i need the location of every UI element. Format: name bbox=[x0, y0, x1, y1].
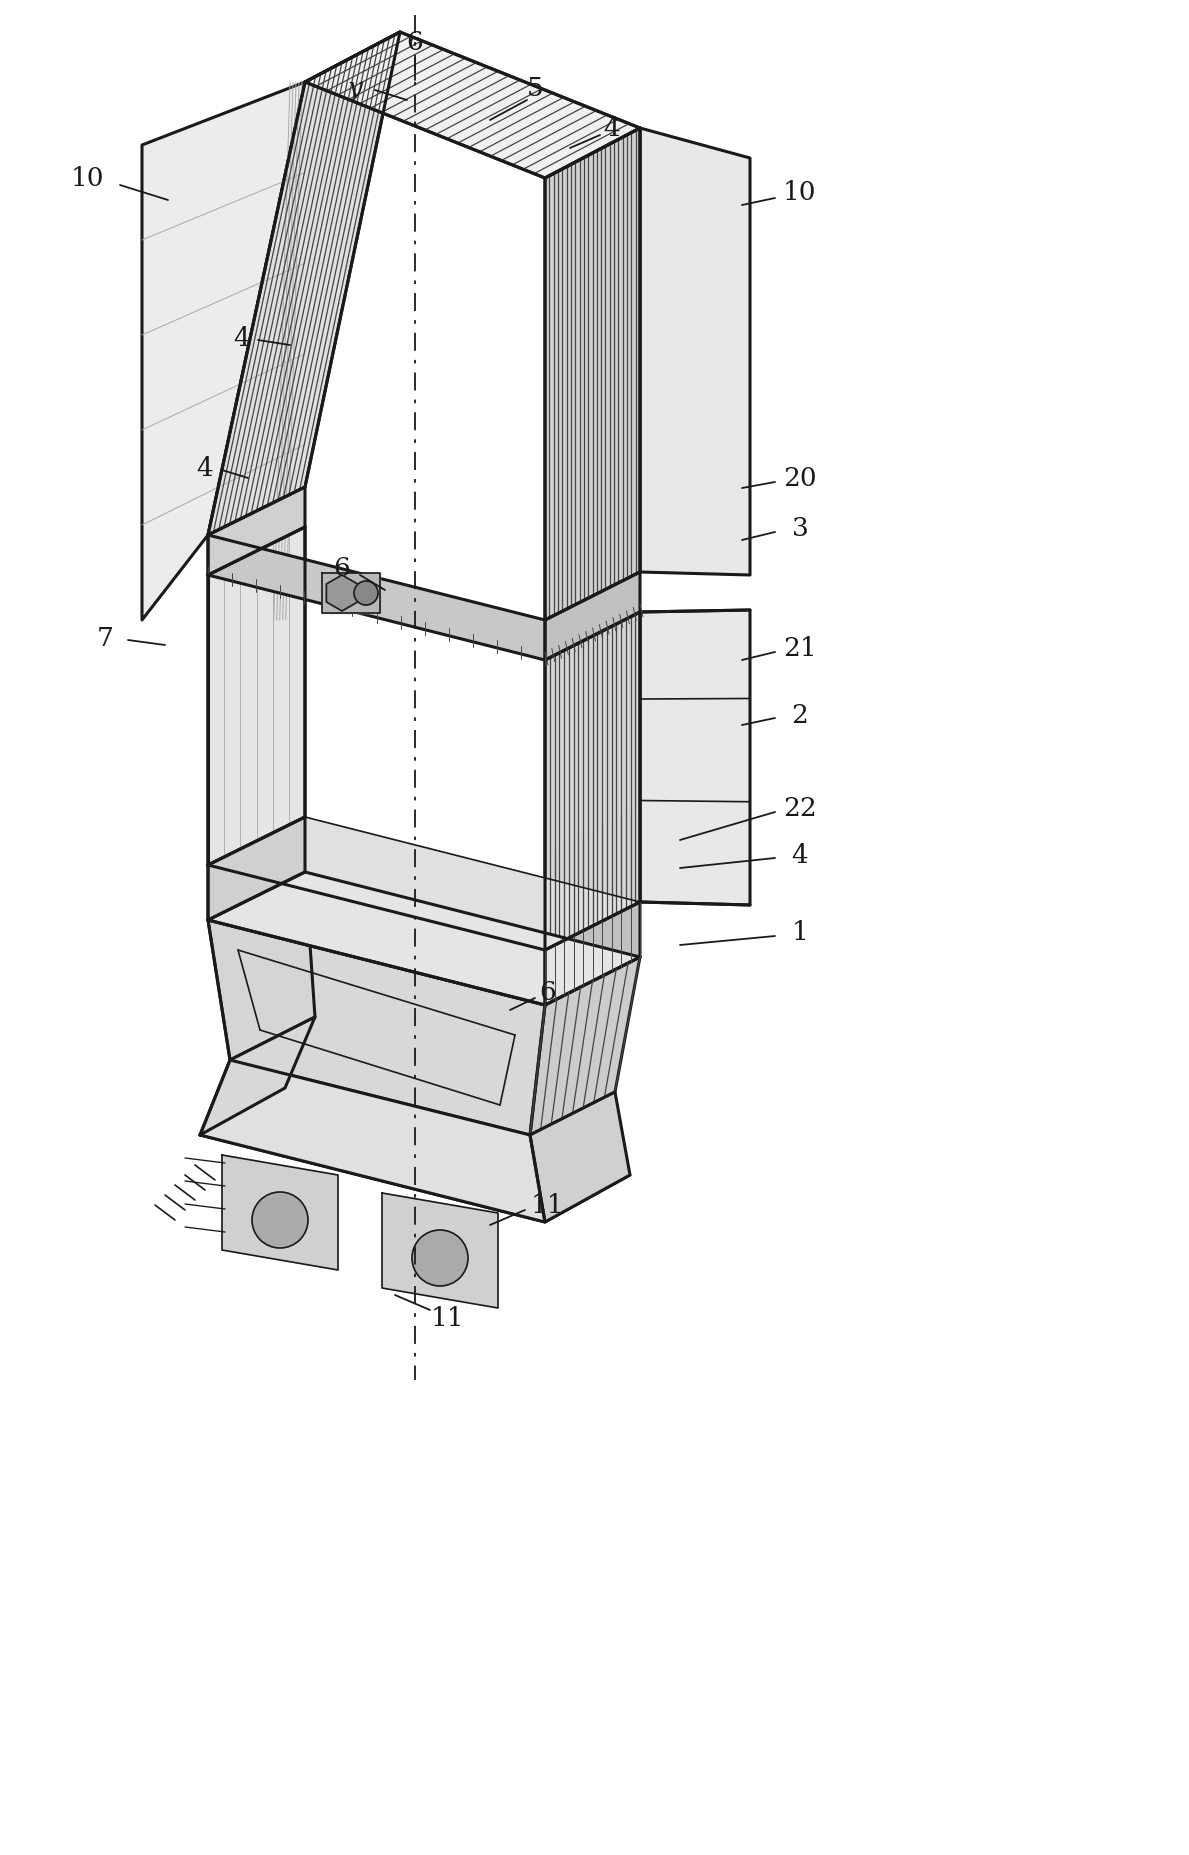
Polygon shape bbox=[640, 128, 750, 575]
Polygon shape bbox=[306, 32, 640, 178]
Text: 5: 5 bbox=[527, 76, 543, 100]
Text: 20: 20 bbox=[784, 466, 817, 490]
Polygon shape bbox=[545, 128, 640, 620]
Polygon shape bbox=[327, 575, 358, 610]
Text: 10: 10 bbox=[784, 180, 817, 204]
Polygon shape bbox=[208, 534, 545, 660]
Text: 3: 3 bbox=[792, 516, 809, 540]
Text: 6: 6 bbox=[334, 555, 351, 581]
Text: 21: 21 bbox=[784, 636, 817, 660]
Text: 6: 6 bbox=[540, 979, 556, 1005]
Polygon shape bbox=[208, 816, 306, 920]
Polygon shape bbox=[545, 571, 640, 660]
Polygon shape bbox=[222, 1156, 338, 1271]
Circle shape bbox=[413, 1230, 468, 1286]
Polygon shape bbox=[200, 1017, 315, 1135]
Polygon shape bbox=[208, 864, 545, 1005]
Polygon shape bbox=[200, 1089, 630, 1222]
Polygon shape bbox=[382, 1193, 498, 1308]
Text: 4: 4 bbox=[196, 456, 213, 480]
Text: 11: 11 bbox=[432, 1306, 465, 1330]
Polygon shape bbox=[208, 816, 640, 950]
Polygon shape bbox=[545, 612, 640, 950]
Polygon shape bbox=[530, 1093, 630, 1222]
Polygon shape bbox=[141, 82, 306, 620]
Text: 4: 4 bbox=[604, 115, 621, 141]
Polygon shape bbox=[208, 32, 400, 534]
Text: 4: 4 bbox=[233, 325, 251, 351]
Text: 7: 7 bbox=[96, 625, 113, 651]
Polygon shape bbox=[208, 920, 545, 1135]
Circle shape bbox=[252, 1193, 308, 1248]
Polygon shape bbox=[200, 1059, 545, 1222]
Text: y: y bbox=[347, 76, 363, 100]
Circle shape bbox=[354, 581, 378, 605]
Polygon shape bbox=[640, 610, 750, 905]
Polygon shape bbox=[530, 957, 640, 1135]
Text: 22: 22 bbox=[784, 796, 817, 820]
Polygon shape bbox=[322, 573, 380, 612]
Text: 1: 1 bbox=[792, 920, 809, 944]
Text: 4: 4 bbox=[792, 842, 809, 868]
Polygon shape bbox=[208, 872, 640, 1005]
Text: 10: 10 bbox=[71, 165, 105, 191]
Text: 11: 11 bbox=[531, 1193, 565, 1217]
Polygon shape bbox=[208, 872, 315, 1059]
Text: 2: 2 bbox=[792, 703, 809, 727]
Polygon shape bbox=[545, 902, 640, 1005]
Polygon shape bbox=[208, 488, 306, 575]
Polygon shape bbox=[208, 527, 306, 864]
Text: 6: 6 bbox=[407, 30, 423, 54]
